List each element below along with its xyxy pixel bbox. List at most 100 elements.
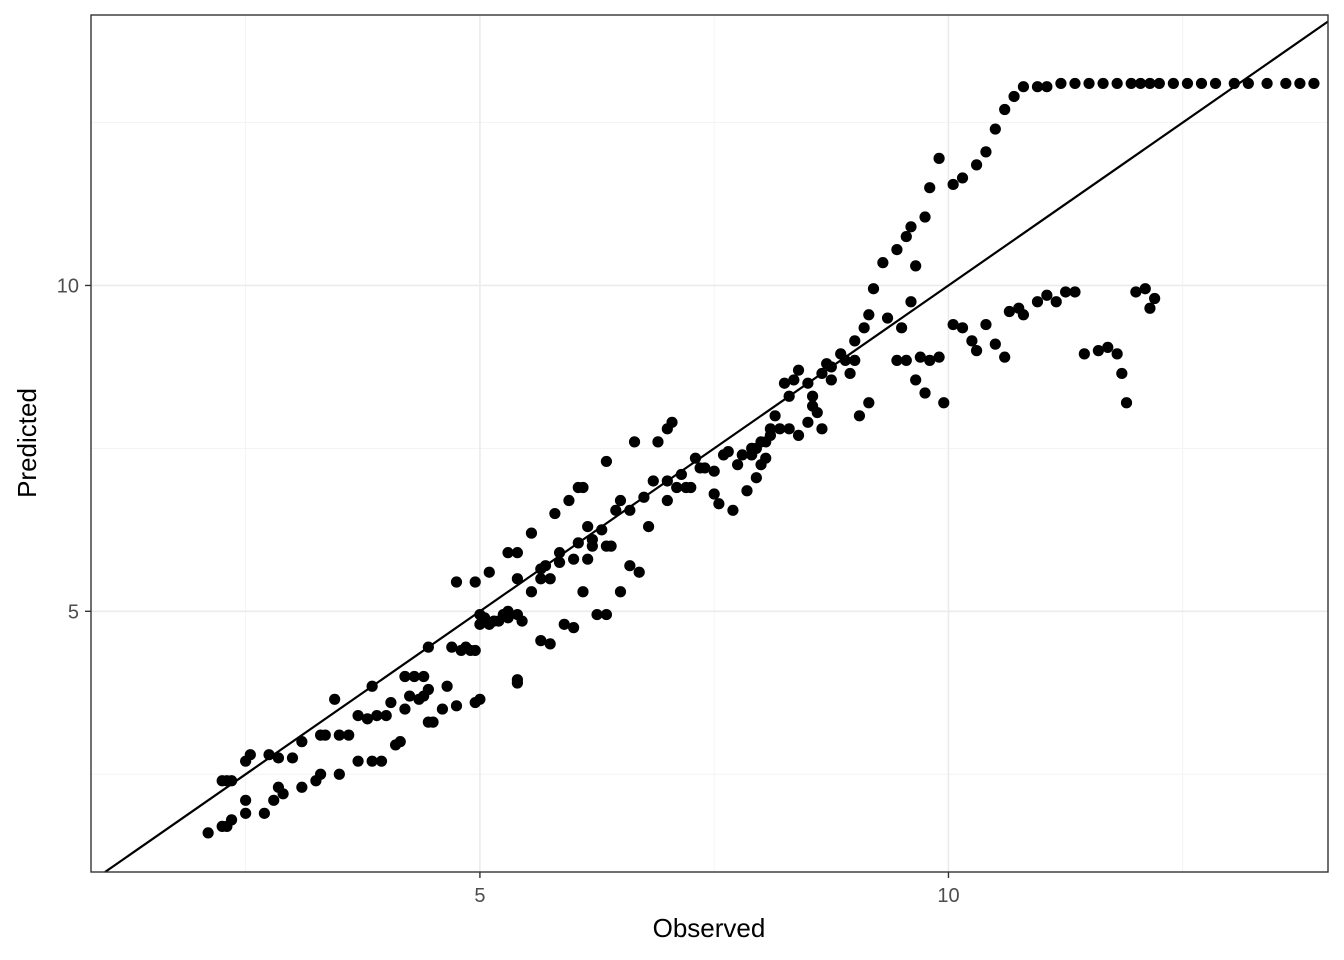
data-point bbox=[825, 374, 837, 386]
data-point bbox=[1125, 77, 1137, 90]
data-point bbox=[488, 615, 500, 627]
data-point bbox=[1069, 286, 1081, 298]
data-point bbox=[783, 390, 795, 402]
data-point bbox=[474, 693, 486, 705]
data-point bbox=[989, 338, 1001, 350]
x-axis-ticks: 5 10 bbox=[474, 872, 960, 907]
data-point bbox=[446, 641, 458, 653]
data-point bbox=[333, 729, 345, 741]
data-point bbox=[1031, 296, 1044, 308]
data-point bbox=[549, 507, 561, 520]
data-point bbox=[408, 670, 420, 683]
data-point bbox=[502, 547, 514, 559]
data-point bbox=[361, 713, 374, 725]
data-point bbox=[1120, 397, 1133, 409]
data-point bbox=[535, 635, 547, 647]
data-point bbox=[910, 260, 922, 272]
data-point bbox=[741, 485, 753, 497]
data-point bbox=[1130, 286, 1142, 298]
data-point bbox=[258, 807, 270, 819]
data-point bbox=[244, 749, 256, 761]
data-point bbox=[333, 768, 345, 780]
data-point bbox=[867, 283, 880, 295]
data-point bbox=[1228, 77, 1240, 90]
data-point bbox=[399, 703, 411, 715]
data-point bbox=[1078, 348, 1090, 360]
data-point bbox=[685, 481, 697, 494]
data-point bbox=[586, 534, 598, 546]
data-point bbox=[919, 387, 931, 399]
data-point bbox=[783, 423, 795, 435]
data-point bbox=[844, 367, 856, 380]
data-point bbox=[924, 182, 936, 194]
data-point bbox=[352, 709, 364, 722]
data-point bbox=[853, 410, 866, 422]
data-point bbox=[352, 755, 364, 767]
data-point bbox=[905, 221, 917, 233]
data-point bbox=[938, 397, 950, 409]
data-point bbox=[577, 481, 589, 494]
data-point bbox=[591, 608, 603, 621]
data-point bbox=[577, 586, 589, 598]
data-point bbox=[1195, 77, 1208, 90]
data-point bbox=[999, 351, 1011, 363]
data-point bbox=[769, 410, 781, 422]
data-point bbox=[947, 318, 959, 331]
data-point bbox=[788, 374, 800, 386]
data-point bbox=[750, 472, 762, 484]
data-point bbox=[1003, 305, 1015, 318]
data-point bbox=[816, 423, 828, 435]
data-point bbox=[924, 354, 936, 367]
data-point bbox=[272, 752, 285, 764]
x-tick-label: 5 bbox=[474, 885, 485, 907]
data-point bbox=[1008, 90, 1020, 103]
panel-background bbox=[91, 15, 1328, 872]
data-point bbox=[478, 612, 491, 624]
data-point bbox=[919, 211, 931, 223]
data-point bbox=[947, 178, 959, 191]
data-point bbox=[910, 374, 922, 386]
data-point bbox=[1116, 367, 1128, 380]
data-point bbox=[970, 159, 983, 171]
data-point bbox=[806, 400, 819, 412]
data-point bbox=[877, 257, 889, 269]
data-point bbox=[624, 560, 636, 572]
data-point bbox=[849, 335, 861, 347]
data-point bbox=[422, 641, 434, 653]
data-point bbox=[375, 755, 388, 767]
data-point bbox=[1041, 289, 1053, 301]
data-point bbox=[469, 576, 481, 588]
data-point bbox=[535, 573, 547, 585]
data-point bbox=[1294, 77, 1306, 90]
data-point bbox=[366, 755, 378, 767]
data-point bbox=[980, 146, 992, 158]
data-point bbox=[600, 608, 613, 621]
data-point bbox=[736, 449, 748, 461]
data-point bbox=[450, 700, 463, 712]
data-point bbox=[1055, 77, 1067, 90]
data-point bbox=[277, 788, 289, 800]
data-point bbox=[689, 452, 702, 464]
data-point bbox=[816, 367, 828, 380]
data-point bbox=[661, 475, 673, 487]
data-point bbox=[825, 361, 837, 373]
data-point bbox=[699, 462, 711, 474]
data-point bbox=[469, 644, 481, 657]
data-point bbox=[956, 322, 969, 334]
data-point bbox=[989, 123, 1001, 135]
data-point bbox=[427, 716, 439, 728]
data-point bbox=[572, 537, 584, 549]
data-point bbox=[1111, 77, 1123, 90]
data-point bbox=[792, 364, 805, 376]
y-tick-label: 10 bbox=[57, 275, 79, 297]
data-point bbox=[600, 455, 613, 468]
data-point bbox=[366, 680, 378, 692]
data-point bbox=[380, 709, 392, 722]
data-point bbox=[774, 423, 786, 435]
data-point bbox=[1050, 296, 1062, 308]
data-point bbox=[582, 520, 594, 533]
data-point bbox=[1261, 77, 1273, 90]
data-point bbox=[1060, 286, 1072, 298]
data-point bbox=[596, 524, 608, 536]
data-point bbox=[802, 416, 814, 428]
